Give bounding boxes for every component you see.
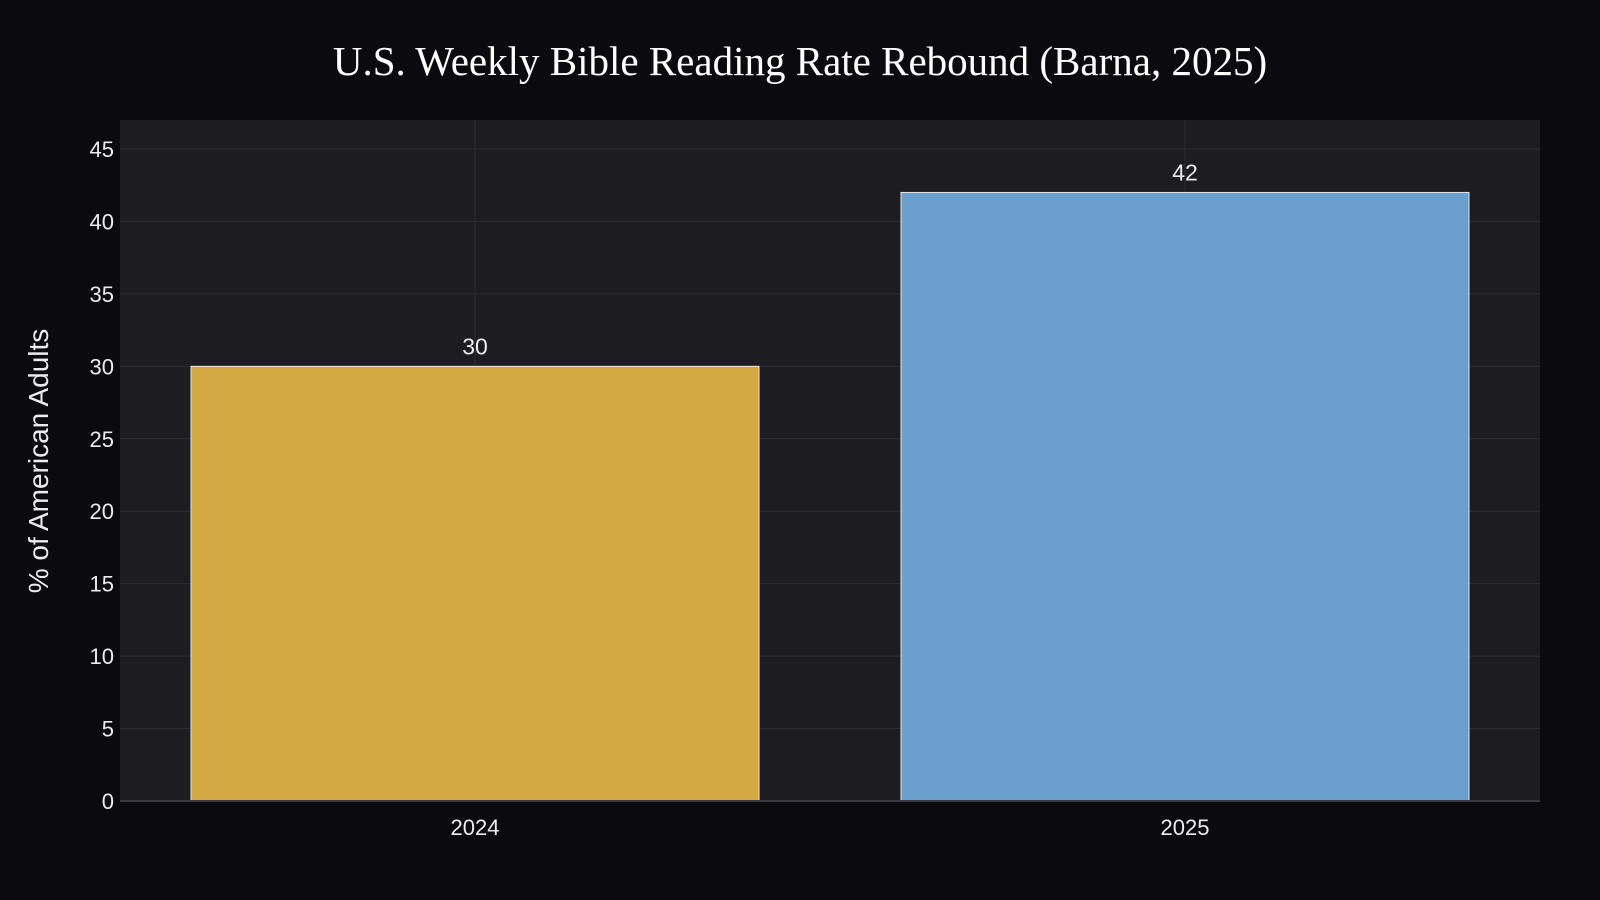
y-tick-label: 0 bbox=[102, 789, 114, 814]
bar-2025 bbox=[900, 191, 1470, 802]
x-tick-label: 2025 bbox=[1161, 815, 1210, 840]
x-tick-label: 2024 bbox=[451, 815, 500, 840]
data-label-2024: 30 bbox=[462, 333, 488, 359]
y-tick-label: 5 bbox=[102, 717, 114, 742]
y-tick-label: 25 bbox=[90, 427, 114, 452]
chart-title: U.S. Weekly Bible Reading Rate Rebound (… bbox=[333, 38, 1267, 84]
bar-2024 bbox=[190, 365, 760, 802]
data-label-2025: 42 bbox=[1172, 159, 1198, 185]
y-tick-label: 15 bbox=[90, 572, 114, 597]
y-tick-label: 40 bbox=[90, 209, 114, 234]
y-tick-label: 30 bbox=[90, 354, 114, 379]
y-tick-label: 10 bbox=[90, 644, 114, 669]
y-tick-label: 45 bbox=[90, 137, 114, 162]
y-tick-label: 20 bbox=[90, 499, 114, 524]
y-tick-label: 35 bbox=[90, 282, 114, 307]
y-axis-label: % of American Adults bbox=[23, 329, 54, 594]
